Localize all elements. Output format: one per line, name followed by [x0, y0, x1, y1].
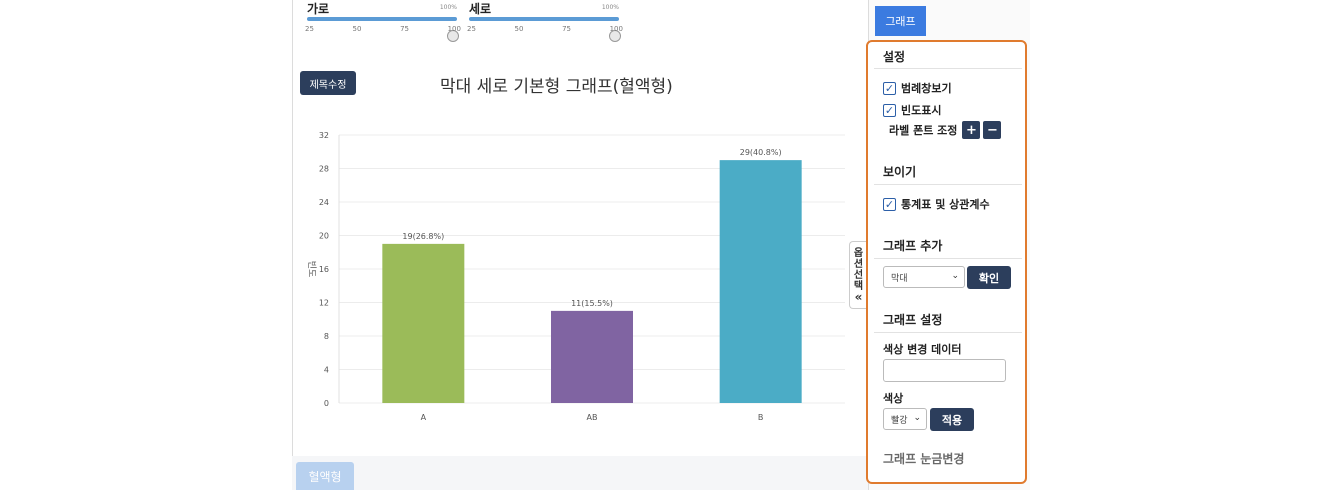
option-select-tab[interactable]: 옵 션 선 택 « — [849, 241, 867, 309]
divider — [874, 332, 1022, 333]
y-axis-label: 빈도 — [306, 261, 317, 278]
slider-tick: 50 — [352, 25, 362, 33]
divider — [874, 258, 1022, 259]
font-decrease-button[interactable]: − — [983, 121, 1002, 139]
apply-button[interactable]: 적용 — [930, 408, 974, 431]
label-font-adjust: 라벨 폰트 조정 + − — [889, 121, 1002, 139]
height-slider-thumb[interactable] — [609, 30, 621, 42]
slider-tick: 100 — [447, 25, 461, 33]
y-tick-label: 16 — [319, 265, 329, 274]
data-label: 11(15.5%) — [571, 299, 613, 308]
show-legend-label: 범례창보기 — [901, 82, 952, 95]
width-slider-ticks: 25 50 75 100 — [305, 25, 461, 33]
color-select-value: 빨강 — [891, 415, 908, 426]
settings-title: 설정 — [883, 50, 906, 64]
option-tab-char: 옵 — [853, 247, 864, 259]
font-increase-button[interactable]: + — [962, 121, 981, 139]
checkbox-checked-icon[interactable]: ✓ — [883, 81, 896, 95]
x-tick-label: B — [758, 413, 764, 422]
divider — [874, 68, 1022, 69]
y-tick-label: 8 — [324, 332, 329, 341]
chart-title: 막대 세로 기본형 그래프(혈액형) — [440, 77, 673, 97]
show-legend-option[interactable]: ✓ 범례창보기 — [883, 80, 952, 96]
divider — [874, 184, 1022, 185]
height-slider-ticks: 25 50 75 100 — [467, 25, 623, 33]
slider-tick: 50 — [514, 25, 524, 33]
graph-type-select[interactable]: 막대 ⌄ — [883, 266, 965, 288]
left-margin — [0, 0, 292, 490]
y-tick-label: 28 — [319, 165, 329, 174]
color-change-data-input[interactable] — [883, 359, 1006, 382]
add-graph-title: 그래프 추가 — [883, 239, 943, 253]
color-select[interactable]: 빨강 ⌄ — [883, 408, 927, 430]
x-tick-label: AB — [587, 413, 598, 422]
y-tick-label: 4 — [324, 366, 329, 375]
show-frequency-option[interactable]: ✓ 빈도표시 — [883, 102, 941, 118]
slider-tick: 75 — [562, 25, 571, 33]
data-label: 19(26.8%) — [402, 232, 444, 241]
graph-type-value: 막대 — [891, 273, 908, 284]
bar — [382, 243, 465, 403]
stats-table-label: 통계표 및 상관계수 — [901, 198, 990, 211]
option-tab-char: 택 — [853, 280, 864, 292]
confirm-button[interactable]: 확인 — [967, 266, 1011, 289]
slider-tick: 25 — [467, 25, 476, 33]
bar — [551, 310, 633, 403]
stats-table-option[interactable]: ✓ 통계표 및 상관계수 — [883, 196, 990, 212]
height-slider-track[interactable] — [469, 17, 621, 42]
slider-tick: 25 — [305, 25, 314, 33]
blood-type-tab[interactable]: 혈액형 — [296, 462, 354, 490]
width-slider-max: 100% — [439, 4, 457, 11]
data-label: 29(40.8%) — [740, 148, 782, 157]
bar-chart: 0 4 8 12 16 20 24 28 32 빈도 19(26.8%) A 11(15.5%) AB 29… — [306, 131, 845, 422]
y-tick-label: 20 — [319, 232, 329, 241]
right-margin — [1030, 0, 1318, 490]
width-slider-track[interactable] — [307, 17, 459, 42]
checkbox-checked-icon[interactable]: ✓ — [883, 103, 896, 117]
width-slider-label: 가로 — [307, 2, 330, 16]
x-tick-label: A — [421, 413, 427, 422]
bar — [719, 160, 802, 403]
y-tick-label: 12 — [319, 299, 329, 308]
graph-button[interactable]: 그래프 — [875, 6, 926, 36]
color-label: 색상 — [883, 392, 904, 405]
height-slider-max: 100% — [601, 4, 619, 11]
checkbox-checked-icon[interactable]: ✓ — [883, 197, 896, 211]
tick-change-title: 그래프 눈금변경 — [883, 452, 965, 466]
option-tab-char: 선 — [853, 269, 864, 281]
slider-tick: 75 — [400, 25, 409, 33]
slider-tick: 100 — [609, 25, 623, 33]
chevron-down-icon: ⌄ — [951, 271, 959, 281]
height-slider-label: 세로 — [469, 2, 492, 16]
y-tick-label: 32 — [319, 131, 329, 140]
show-frequency-label: 빈도표시 — [901, 104, 942, 117]
y-tick-label: 0 — [324, 399, 329, 408]
color-change-data-label: 색상 변경 데이터 — [883, 343, 962, 356]
label-font-adjust-label: 라벨 폰트 조정 — [889, 124, 958, 137]
main-bottom-bar — [292, 456, 868, 490]
view-title: 보이기 — [883, 165, 917, 179]
graph-settings-title: 그래프 설정 — [883, 313, 943, 327]
double-chevron-left-icon: « — [854, 289, 863, 304]
width-slider-thumb[interactable] — [447, 30, 459, 42]
edit-title-button[interactable]: 제목수정 — [300, 71, 356, 95]
y-tick-label: 24 — [319, 198, 329, 207]
option-tab-char: 션 — [853, 258, 864, 270]
chevron-down-icon: ⌄ — [913, 413, 921, 423]
